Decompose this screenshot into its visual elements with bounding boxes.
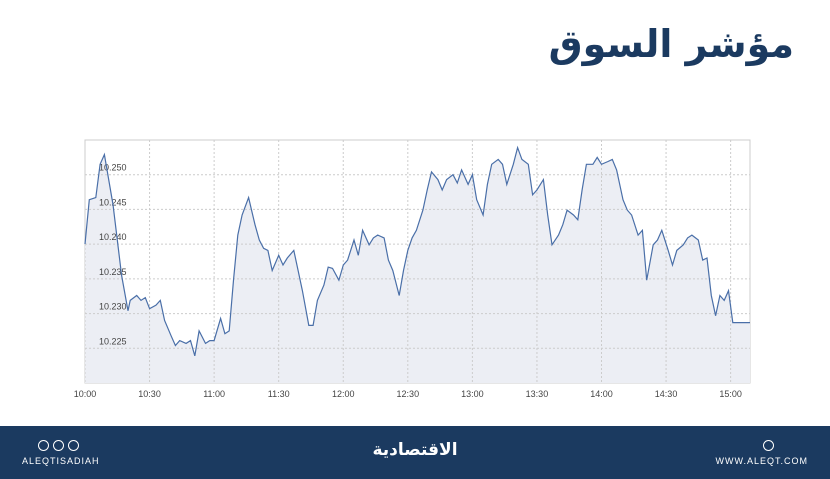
y-tick-label: 10.225 — [99, 336, 127, 346]
chart-title: مؤشر السوق — [548, 22, 794, 66]
x-tick-label: 15:00 — [719, 389, 742, 399]
icon — [38, 440, 49, 451]
x-tick-label: 12:30 — [397, 389, 420, 399]
chart: 10:00 10:30 11:00 11:30 12:00 12:30 13:00 13:30… — [74, 139, 751, 399]
y-tick-label: 10.230 — [99, 302, 127, 312]
footer-handle: ALEQTISADIAH — [22, 456, 100, 466]
line — [84, 145, 750, 357]
y-tick-label: 10.235 — [99, 267, 127, 277]
x-tick-label: 13:30 — [526, 389, 549, 399]
x-tick-label: 11:30 — [268, 389, 290, 399]
area — [85, 147, 750, 383]
x-tick-label: 14:00 — [590, 389, 613, 399]
footer-logo: الاقتصادية — [372, 440, 458, 460]
x-tick-label: 10:30 — [138, 389, 161, 399]
icon — [53, 440, 64, 451]
x-tick-label: 10:00 — [74, 389, 97, 399]
x-tick-label: 12:00 — [332, 389, 355, 399]
y-tick-label: 10.240 — [99, 232, 127, 242]
icon — [68, 440, 79, 451]
footer: ALEQTISADIAH الاقتصادية WWW.ALEQT.COM — [0, 426, 830, 479]
x-tick-label: 13:00 — [461, 389, 484, 399]
y-tick-label: 10.250 — [99, 163, 127, 173]
footer-url: WWW.ALEQT.COM — [715, 456, 808, 466]
x-tick-label: 14:30 — [655, 389, 678, 399]
x-tick-label: 11:00 — [203, 389, 225, 399]
icon — [763, 440, 774, 451]
